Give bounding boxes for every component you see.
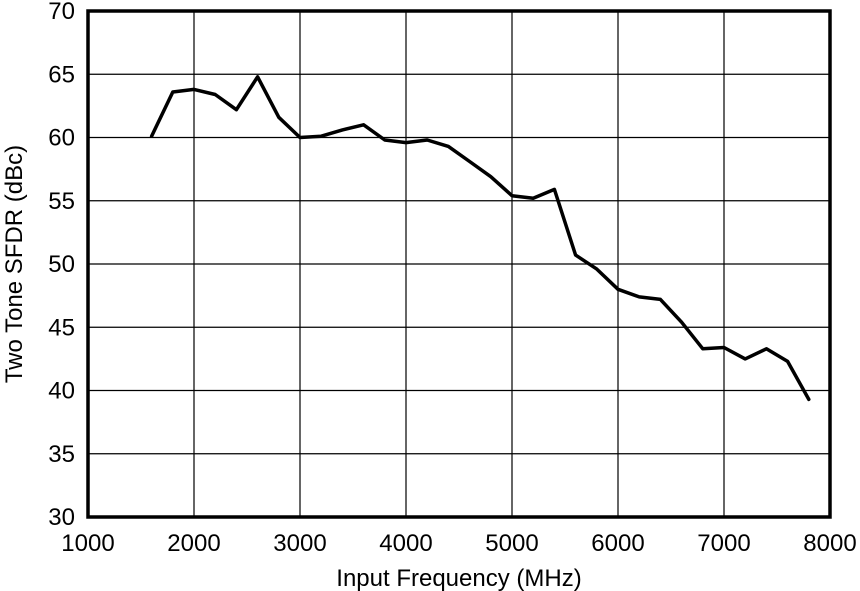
y-tick-label: 60 <box>48 125 75 152</box>
y-tick-label: 65 <box>48 61 75 88</box>
y-tick-label: 35 <box>48 441 75 468</box>
y-tick-label: 45 <box>48 314 75 341</box>
y-tick-label: 50 <box>48 251 75 278</box>
x-tick-label: 7000 <box>697 530 750 557</box>
x-tick-label: 4000 <box>379 530 432 557</box>
y-tick-label: 70 <box>48 0 75 25</box>
y-axis-label: Two Tone SFDR (dBc) <box>1 145 28 383</box>
x-tick-label: 3000 <box>273 530 326 557</box>
x-tick-label: 5000 <box>485 530 538 557</box>
x-tick-label: 6000 <box>591 530 644 557</box>
y-tick-label: 30 <box>48 504 75 531</box>
y-tick-label: 55 <box>48 188 75 215</box>
x-tick-label: 2000 <box>167 530 220 557</box>
plot-frame <box>86 9 832 519</box>
x-tick-label: 1000 <box>61 530 114 557</box>
y-tick-label: 40 <box>48 378 75 405</box>
series-line <box>149 75 811 402</box>
series-layer <box>149 75 811 402</box>
grid-lines <box>87 10 831 518</box>
x-axis-label: Input Frequency (MHz) <box>336 565 581 591</box>
x-tick-label: 8000 <box>803 530 856 557</box>
x-tick-labels: 1000 2000 3000 4000 5000 6000 7000 8000 <box>61 530 856 557</box>
y-tick-labels: 30 35 40 45 50 55 60 65 70 <box>48 0 75 531</box>
